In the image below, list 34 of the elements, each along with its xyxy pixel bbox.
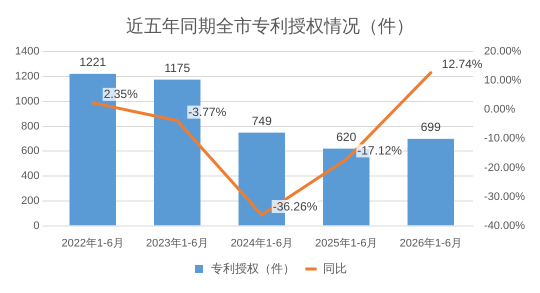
data-label: 2.35% — [104, 87, 138, 102]
y-tick-label: 1200 — [14, 70, 40, 83]
data-label: -17.12% — [357, 144, 402, 158]
bar — [408, 138, 454, 226]
y-tick-label: 400 — [21, 170, 40, 182]
y-tick-label: 1400 — [14, 46, 40, 58]
data-label: 12.74% — [442, 56, 483, 71]
data-label: -3.77% — [188, 104, 227, 119]
y-tick-label: 800 — [21, 120, 40, 132]
data-label: 620 — [336, 130, 357, 144]
x-tick-label: 2024年1-6月 — [230, 237, 293, 250]
data-label: 699 — [420, 120, 442, 134]
y-tick-label: 200 — [21, 194, 40, 207]
data-label: 1175 — [164, 60, 190, 75]
y2-tick-label: 0.00% — [484, 104, 516, 116]
legend-label: 专利授权（件） — [211, 261, 295, 276]
legend-label: 同比 — [323, 261, 347, 276]
y2-tick-label: -40.00% — [484, 220, 526, 232]
data-label: 749 — [252, 114, 272, 128]
x-tick-label: 2026年1-6月 — [400, 237, 462, 250]
y2-tick-label: -30.00% — [484, 190, 526, 203]
y2-tick-label: -20.00% — [484, 162, 526, 174]
y2-tick-label: -10.00% — [484, 132, 526, 145]
data-label: -36.26% — [272, 199, 318, 214]
x-tick-label: 2025年1-6月 — [315, 237, 378, 250]
y2-tick-label: 20.00% — [484, 46, 522, 58]
x-tick-label: 2023年1-6月 — [146, 237, 208, 250]
y-tick-label: 0 — [33, 220, 40, 232]
data-label: 1221 — [79, 55, 106, 70]
y-tick-label: 600 — [21, 145, 40, 158]
chart-title: 近五年同期全市专利授权情况（件） — [126, 16, 414, 36]
y-tick-label: 1000 — [14, 95, 40, 108]
x-tick-label: 2022年1-6月 — [62, 237, 124, 250]
y2-tick-label: 10.00% — [484, 74, 522, 87]
